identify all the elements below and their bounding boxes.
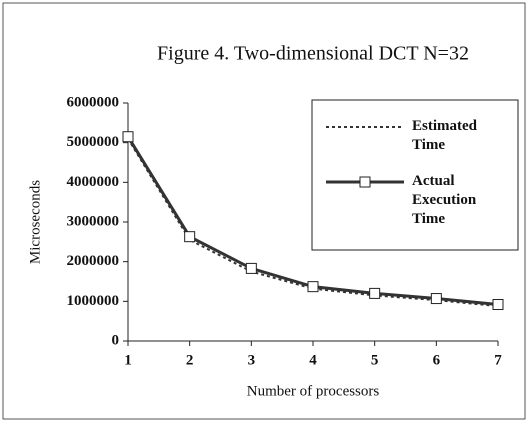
legend-box <box>311 99 519 251</box>
y-tick-label: 5000000 <box>67 134 120 150</box>
legend-label: Actual Execution Time <box>412 173 477 227</box>
chart-title: Figure 4. Two-dimensional DCT N=32 <box>157 43 469 65</box>
x-tick-label: 5 <box>371 352 379 368</box>
legend-marker <box>359 176 371 188</box>
x-tick-label: 4 <box>309 352 317 368</box>
y-tick-label: 1000000 <box>67 293 120 309</box>
point-marker <box>122 131 134 143</box>
y-axis-label: Microseconds <box>27 180 43 264</box>
y-tick-label: 0 <box>112 332 120 348</box>
y-tick-label: 6000000 <box>67 94 120 110</box>
x-tick-label: 7 <box>494 352 502 368</box>
point-marker <box>430 293 442 305</box>
x-axis-label: Number of processors <box>247 383 380 399</box>
y-tick-label: 2000000 <box>67 253 120 269</box>
x-tick-label: 2 <box>186 352 194 368</box>
x-tick-label: 6 <box>433 352 441 368</box>
point-marker <box>184 231 196 243</box>
point-marker <box>369 287 381 299</box>
point-marker <box>307 281 319 293</box>
point-marker <box>492 299 504 311</box>
y-tick-label: 3000000 <box>67 213 120 229</box>
x-tick-label: 3 <box>248 352 256 368</box>
y-tick-label: 4000000 <box>67 174 120 190</box>
legend-label: Estimated Time <box>412 118 477 153</box>
point-marker <box>245 262 257 274</box>
chart-frame <box>2 2 526 420</box>
x-tick-label: 1 <box>124 352 132 368</box>
